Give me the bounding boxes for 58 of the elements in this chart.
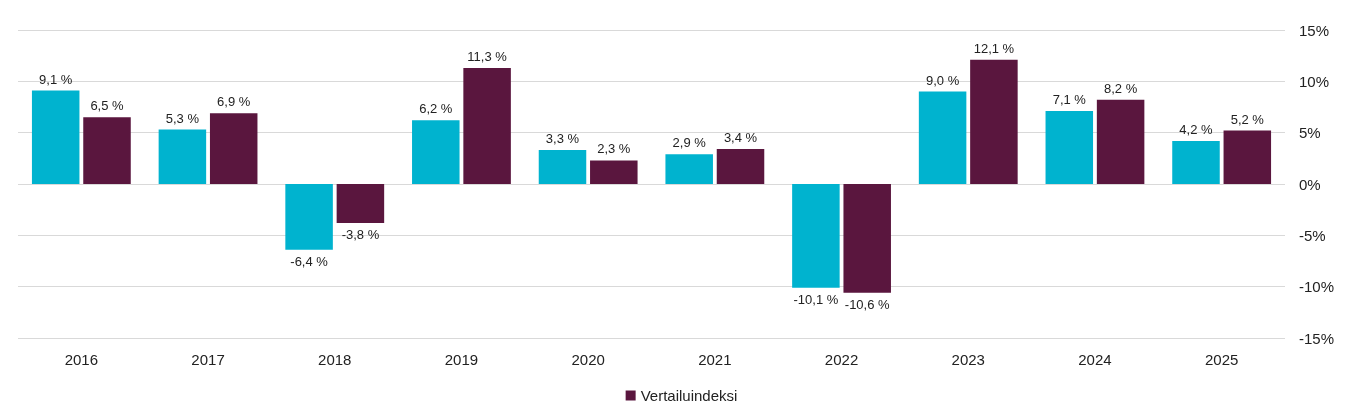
data-label: 5,3 % xyxy=(165,110,200,126)
bar xyxy=(1172,140,1220,184)
bar xyxy=(792,184,840,288)
y-tick-label: -15% xyxy=(1299,329,1335,347)
y-tick-label: 10% xyxy=(1299,72,1330,90)
bar xyxy=(463,67,511,184)
bar xyxy=(843,184,891,293)
bar xyxy=(918,91,967,184)
data-label: 5,2 % xyxy=(1230,111,1265,127)
legend-label: Vertailuindeksi xyxy=(640,387,738,404)
x-tick-label: 2022 xyxy=(824,351,859,368)
bar xyxy=(716,149,765,184)
y-tick-label: 0% xyxy=(1299,175,1321,193)
x-tick-label: 2021 xyxy=(698,351,732,368)
y-tick-label: -10% xyxy=(1299,278,1335,296)
data-label: 6,9 % xyxy=(217,94,251,110)
x-tick-label: 2016 xyxy=(64,351,99,368)
bar xyxy=(158,129,207,184)
bar xyxy=(1223,130,1272,184)
y-tick-label: 15% xyxy=(1299,21,1330,39)
data-label: 3,4 % xyxy=(723,130,758,146)
data-label: -6,4 % xyxy=(290,253,329,269)
data-label: 6,5 % xyxy=(90,98,125,114)
data-label: -3,8 % xyxy=(341,227,380,243)
data-label: 4,2 % xyxy=(1179,121,1214,137)
data-label: 8,2 % xyxy=(1103,80,1138,96)
bar xyxy=(285,184,333,250)
data-label: -10,1 % xyxy=(793,291,839,307)
bar xyxy=(538,150,587,184)
data-label: 11,3 % xyxy=(467,48,508,64)
bar xyxy=(665,154,713,184)
data-label: 3,3 % xyxy=(545,131,580,147)
data-label: -10,6 % xyxy=(844,296,891,312)
y-tick-label: -5% xyxy=(1299,226,1326,244)
data-label: 2,3 % xyxy=(597,141,631,157)
data-label: 9,0 % xyxy=(925,72,960,88)
bar xyxy=(209,113,258,184)
bar xyxy=(970,59,1018,184)
bar xyxy=(336,184,385,224)
bar xyxy=(590,160,638,184)
x-tick-label: 2020 xyxy=(571,351,605,368)
data-label: 6,2 % xyxy=(419,101,453,117)
data-label: 7,1 % xyxy=(1052,92,1087,108)
data-label: 9,1 % xyxy=(39,71,73,87)
data-label: 12,1 % xyxy=(973,40,1015,56)
data-label: 2,9 % xyxy=(672,135,707,151)
x-tick-label: 2023 xyxy=(951,351,985,368)
bar xyxy=(1096,99,1145,184)
bar xyxy=(412,120,460,184)
x-tick-label: 2024 xyxy=(1078,351,1112,368)
bar xyxy=(1045,111,1094,184)
x-tick-label: 2017 xyxy=(191,351,225,368)
bar xyxy=(31,90,80,184)
x-tick-label: 2025 xyxy=(1204,351,1239,368)
y-tick-label: 5% xyxy=(1299,124,1321,142)
x-tick-label: 2018 xyxy=(318,351,352,368)
bar xyxy=(83,117,131,184)
x-tick-label: 2019 xyxy=(444,351,479,368)
